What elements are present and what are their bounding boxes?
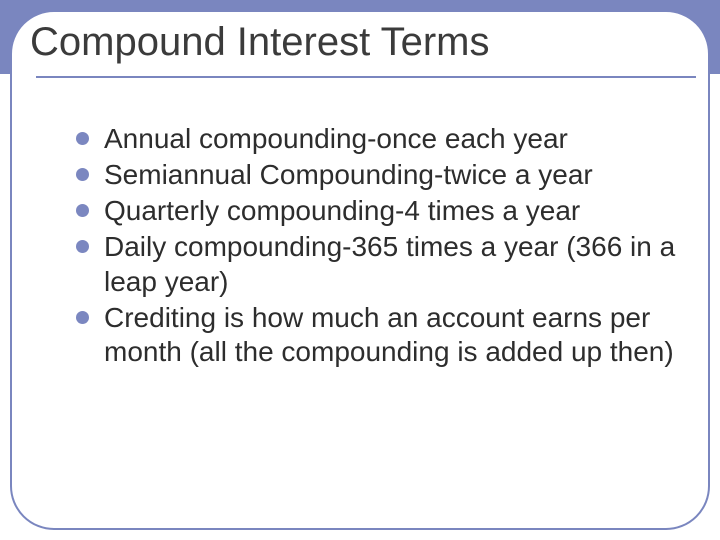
list-item: Annual compounding-once each year (76, 122, 676, 156)
slide-title: Compound Interest Terms (30, 20, 489, 65)
list-item: Crediting is how much an account earns p… (76, 301, 676, 369)
list-item: Semiannual Compounding-twice a year (76, 158, 676, 192)
slide: Compound Interest Terms Annual compoundi… (0, 0, 720, 540)
bullet-list: Annual compounding-once each year Semian… (76, 122, 676, 369)
content-card: Compound Interest Terms Annual compoundi… (10, 10, 710, 530)
title-underline (36, 76, 696, 78)
list-item: Daily compounding-365 times a year (366 … (76, 230, 676, 298)
list-item: Quarterly compounding-4 times a year (76, 194, 676, 228)
body-area: Annual compounding-once each year Semian… (76, 122, 676, 371)
